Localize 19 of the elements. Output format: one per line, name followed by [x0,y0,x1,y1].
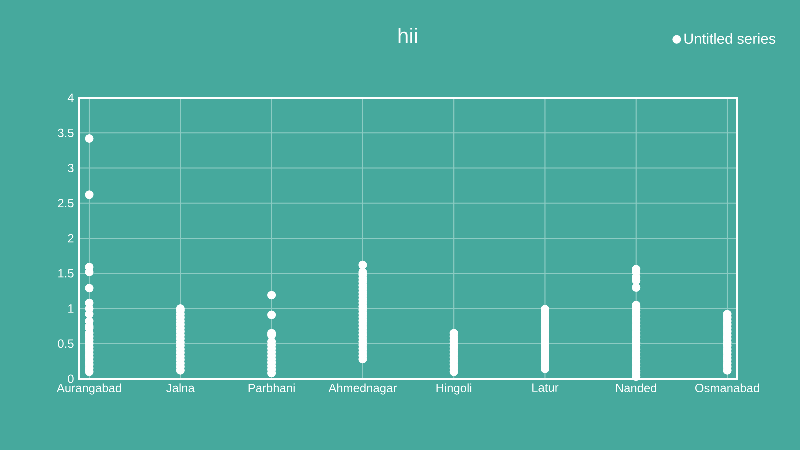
x-tick-label: Osmanabad [696,384,760,392]
y-tick-label: 1.5 [58,269,74,278]
chart-title: hii [398,28,418,44]
y-tick-label: 3 [68,164,74,172]
y-tick-label: 2 [68,234,74,243]
y-tick-label: 1 [68,304,74,313]
x-tick-label: Hingoli [436,384,472,395]
x-tick-label: Aurangabad [56,384,122,395]
x-tick-label: Jalna [166,384,195,392]
y-tick-label: 4 [68,94,74,102]
y-tick-label: 3.5 [58,128,74,138]
legend-label: Untitled series [684,33,776,44]
y-tick-label: 2.5 [58,199,74,208]
x-tick-label: Parbhani [248,384,295,392]
y-tick-label: 0 [68,374,74,384]
x-tick-label: Ahmednagar [328,384,397,395]
x-tick-label: Nanded [616,384,657,392]
y-tick-label: 0.5 [58,340,74,348]
x-tick-label: Latur [532,384,559,392]
